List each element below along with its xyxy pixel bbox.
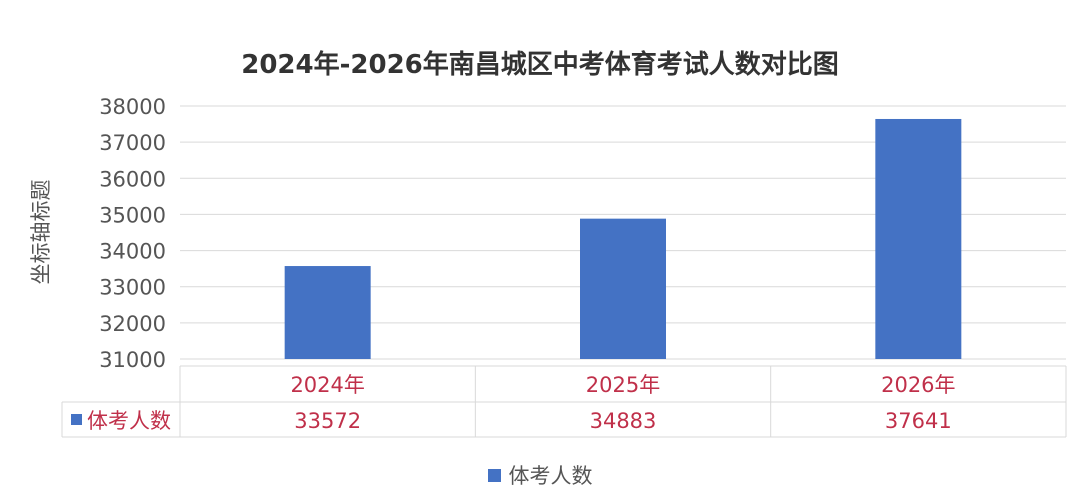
bar xyxy=(875,118,962,360)
y-tick-label: 38000 xyxy=(99,95,166,119)
x-tick-label: 2024年 xyxy=(290,373,364,397)
bar xyxy=(284,266,371,359)
y-tick-label: 36000 xyxy=(99,167,166,191)
y-tick-label: 37000 xyxy=(99,131,166,155)
table-series-label: 体考人数 xyxy=(87,409,171,433)
bar xyxy=(580,218,666,359)
chart-title: 2024年-2026年南昌城区中考体育考试人数对比图 xyxy=(241,50,839,80)
table-value: 33572 xyxy=(294,409,361,433)
table-value: 37641 xyxy=(885,409,952,433)
legend-label: 体考人数 xyxy=(508,464,593,488)
y-tick-label: 31000 xyxy=(99,348,166,372)
y-tick-label: 32000 xyxy=(99,312,166,336)
y-tick-label: 35000 xyxy=(99,203,166,227)
y-tick-label: 34000 xyxy=(99,240,166,264)
x-tick-label: 2025年 xyxy=(586,373,660,397)
chart-legend: 体考人数 xyxy=(0,460,1080,490)
table-value: 34883 xyxy=(590,409,657,433)
table-legend-swatch xyxy=(71,414,82,425)
legend-swatch xyxy=(487,468,501,482)
x-tick-label: 2026年 xyxy=(881,373,955,397)
y-tick-label: 33000 xyxy=(99,276,166,300)
